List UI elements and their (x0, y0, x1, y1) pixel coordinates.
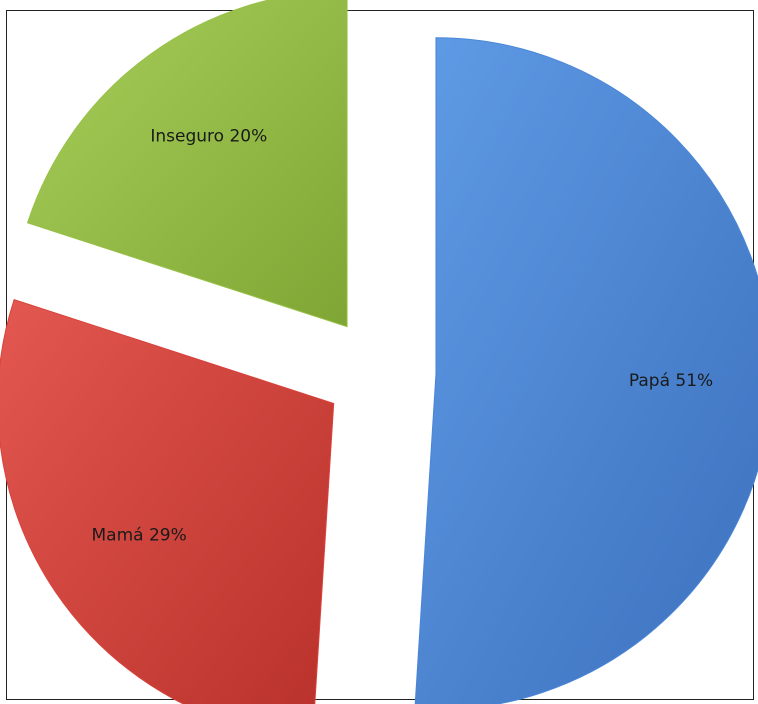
pie-slice-pap- (414, 37, 758, 704)
slice-label-inseguro: Inseguro 20% (150, 126, 267, 146)
pie-slice-mam- (0, 299, 335, 704)
pie-slice-inseguro (26, 0, 348, 328)
slice-label-mam-: Mamá 29% (92, 526, 187, 546)
slice-label-pap-: Papá 51% (629, 371, 713, 391)
